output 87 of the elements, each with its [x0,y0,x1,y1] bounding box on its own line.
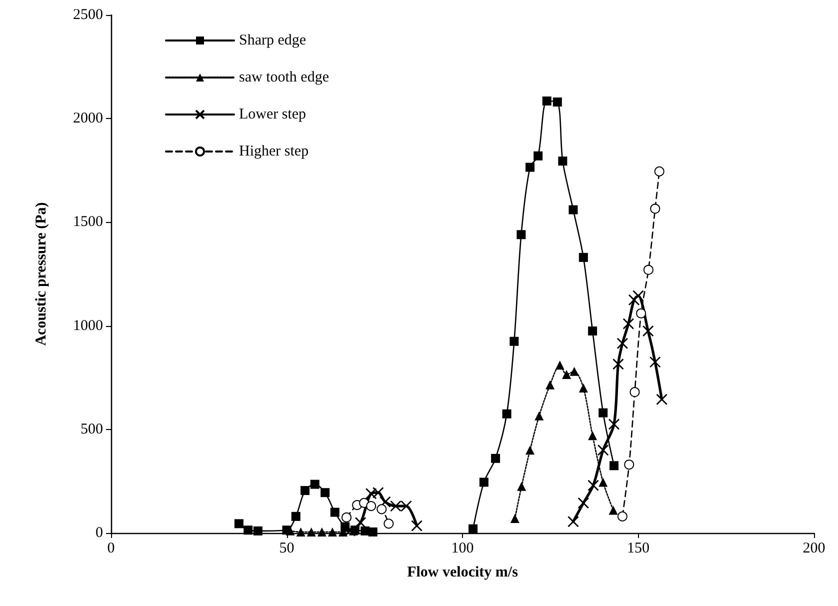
x-tick-label: 100 [451,540,474,556]
legend-label: Higher step [239,144,309,160]
point [510,336,519,346]
x-axis-title: Flow velocity m/s [407,564,518,580]
x-tick-label: 150 [627,540,650,556]
point [656,394,668,406]
point [608,506,618,515]
point [534,411,544,420]
point [253,526,262,536]
legend-label: Sharp edge [239,32,306,48]
point [479,478,488,487]
point [578,252,588,262]
x-tick-label: 0 [107,540,115,556]
point [630,387,640,398]
point [491,454,500,463]
point [525,162,534,172]
point [578,383,588,392]
point [376,504,387,514]
point [234,519,244,528]
point [400,500,412,512]
point [588,326,598,336]
point [310,480,320,489]
x-tick-label: 50 [279,540,294,556]
point [558,156,568,166]
point [330,508,340,517]
point [643,264,654,275]
y-tick-label: 1500 [73,214,103,230]
point [317,527,326,536]
point [622,318,634,330]
point [502,409,512,418]
point [320,488,330,498]
point [642,325,654,337]
point [650,204,660,214]
point [598,408,608,418]
point [608,418,620,430]
point [411,520,423,532]
point [296,527,306,536]
point [534,151,543,160]
point [628,294,640,306]
y-tick-label: 500 [80,421,103,438]
point [510,514,520,523]
legend-label: Lower step [239,106,306,122]
point [624,460,634,470]
point [578,497,590,509]
point [390,500,402,512]
point [568,205,578,214]
y-tick-label: 0 [96,525,103,541]
point [291,512,300,521]
point [588,431,598,440]
point [636,308,646,318]
x-tick-label: 200 [802,540,826,556]
point [654,166,664,176]
point [555,360,564,370]
point [306,527,316,536]
point [616,338,628,350]
point [542,96,552,106]
y-tick-label: 2000 [73,110,103,127]
point [568,516,579,528]
point [570,366,579,376]
point [365,488,377,500]
point [244,526,253,535]
point [612,358,624,370]
point [366,501,376,512]
point [525,446,534,455]
point [516,230,526,240]
point [588,480,599,492]
point [328,527,337,536]
point [468,524,478,534]
y-tick-label: 1000 [73,318,103,334]
point [597,444,609,456]
y-tick-label: 2500 [73,7,103,23]
point [562,370,572,379]
point [517,482,526,491]
point [368,527,378,536]
point [546,380,555,390]
point [598,478,608,487]
legend-label: saw tooth edge [239,70,330,86]
y-axis-title: Acoustic pressure (Pa) [34,202,50,346]
point [552,98,562,107]
point [617,511,628,522]
point [649,356,661,368]
point [300,486,310,496]
point [372,486,384,498]
point [384,518,394,529]
point [342,512,352,522]
point [632,290,644,302]
point [609,461,618,470]
